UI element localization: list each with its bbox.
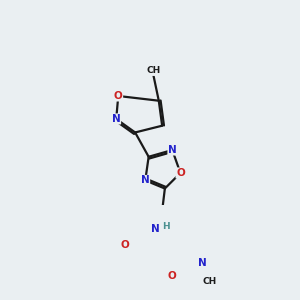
Text: O: O (114, 91, 123, 101)
Text: N: N (198, 258, 207, 268)
Text: O: O (176, 168, 185, 178)
Text: CH: CH (147, 67, 161, 76)
Text: O: O (167, 271, 176, 281)
Text: N: N (152, 224, 160, 234)
Text: N: N (112, 114, 121, 124)
Text: H: H (162, 222, 170, 231)
Text: N: N (141, 176, 150, 185)
Text: O: O (121, 240, 129, 250)
Text: CH: CH (202, 278, 217, 286)
Text: N: N (168, 145, 177, 155)
